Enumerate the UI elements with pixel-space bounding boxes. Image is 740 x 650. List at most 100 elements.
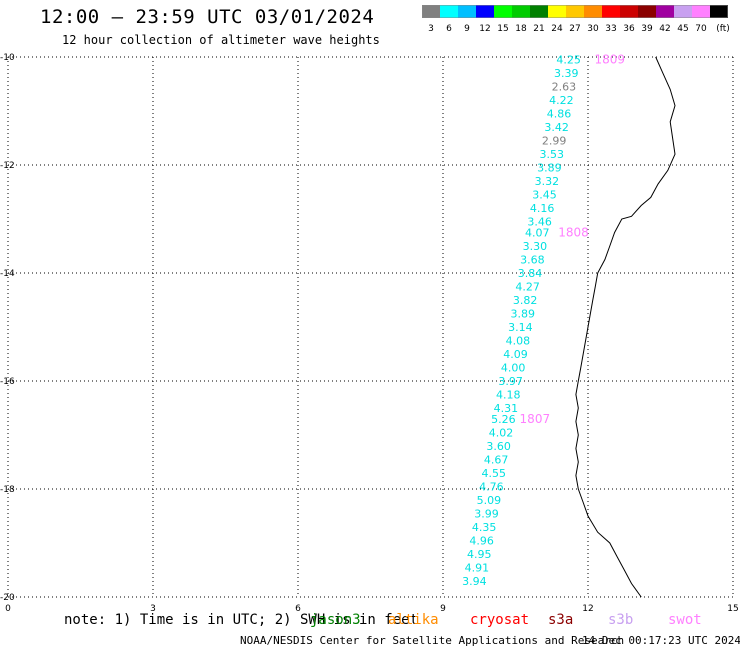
wave-height-label: 4.00 — [501, 362, 526, 375]
wave-height-label: 3.30 — [523, 240, 548, 253]
x-tick-label: 3 — [150, 604, 156, 614]
colorbar-swatch — [548, 5, 566, 18]
colorbar-frame — [422, 5, 728, 18]
colorbar-label: 30 — [587, 24, 599, 34]
wave-height-label: 3.89 — [537, 162, 562, 175]
wave-height-label: 3.60 — [486, 440, 511, 453]
wave-height-label: 3.82 — [513, 294, 538, 307]
wave-height-label: 2.99 — [542, 135, 567, 148]
wave-height-label: 4.08 — [506, 335, 531, 348]
wave-height-label: 4.27 — [515, 281, 540, 294]
colorbar-label: 9 — [464, 24, 470, 34]
satellite-s3b: s3b — [608, 612, 634, 628]
pass-time-label: 1808 — [558, 226, 589, 240]
colorbar-label: 36 — [623, 24, 635, 34]
x-tick-label: 12 — [582, 604, 593, 614]
colorbar-label: 24 — [551, 24, 563, 34]
wave-height-label: 4.07 — [525, 227, 550, 240]
wave-height-label: 3.84 — [518, 267, 543, 280]
footer-credit: NOAA/NESDIS Center for Satellite Applica… — [240, 634, 625, 647]
satellite-s3a: s3a — [548, 612, 574, 628]
colorbar-swatch — [512, 5, 530, 18]
colorbar-swatch — [692, 5, 710, 18]
wave-height-label: 3.99 — [474, 507, 499, 520]
colorbar-label: 42 — [659, 24, 670, 34]
wave-height-label: 5.09 — [477, 494, 502, 507]
units-note: note: 1) Time is in UTC; 2) SWH is in fe… — [64, 612, 419, 628]
y-tick-label: -20 — [0, 593, 15, 603]
colorbar-label: 27 — [569, 24, 580, 34]
coastline — [575, 56, 676, 598]
page-subtitle: 12 hour collection of altimeter wave hei… — [62, 33, 380, 47]
satellite-jason3: jason3 — [310, 612, 361, 628]
y-tick-label: -16 — [0, 377, 15, 387]
colorbar-label: 12 — [479, 24, 490, 34]
colorbar-swatch — [566, 5, 584, 18]
wave-height-label: 3.46 — [527, 216, 552, 229]
wave-height-label: 4.09 — [503, 348, 528, 361]
y-tick-label: -12 — [0, 161, 15, 171]
wave-height-label: 4.86 — [547, 108, 572, 121]
colorbar-swatch — [440, 5, 458, 18]
colorbar-label: (ft) — [716, 24, 730, 34]
wave-height-label: 4.16 — [530, 202, 555, 215]
wave-height-label: 3.94 — [462, 575, 487, 588]
wave-height-label: 3.53 — [540, 148, 565, 161]
y-tick-label: -10 — [0, 53, 15, 63]
wave-height-label: 4.02 — [489, 426, 514, 439]
colorbar-swatch — [530, 5, 548, 18]
satellite-cryosat: cryosat — [470, 612, 530, 628]
colorbar-swatch — [710, 5, 728, 18]
wave-height-label: 4.31 — [494, 402, 519, 415]
wave-height-label: 4.18 — [496, 389, 521, 402]
wave-height-label: 3.97 — [498, 375, 523, 388]
wave-height-label: 4.55 — [482, 467, 507, 480]
y-tick-label: -18 — [0, 485, 15, 495]
colorbar-swatch — [656, 5, 674, 18]
wave-height-label: 4.67 — [484, 453, 509, 466]
wave-height-label: 3.14 — [508, 321, 533, 334]
wave-height-label: 3.42 — [544, 121, 569, 134]
satellite-swot: swot — [668, 612, 702, 628]
colorbar-label: 3 — [428, 24, 434, 34]
satellite-altika: altika — [388, 612, 439, 628]
wave-height-label: 3.68 — [520, 254, 545, 267]
colorbar-label: 15 — [497, 24, 508, 34]
wave-height-label: 2.63 — [552, 81, 577, 94]
pass-time-label: 1807 — [520, 412, 551, 426]
color-legend: 3 6 9 12 15 18 21 24 27 30 33 36 39 42 45 70 (ft) — [422, 5, 730, 34]
wave-height-label: 3.32 — [535, 175, 560, 188]
x-tick-label: 6 — [295, 604, 301, 614]
page-title: 12:00 – 23:59 UTC 03/01/2024 — [40, 6, 375, 28]
y-tick-label: -14 — [0, 269, 15, 279]
colorbar-label: 45 — [677, 24, 688, 34]
wave-height-label: 4.76 — [479, 480, 504, 493]
footer-timestamp: 14 Dec 00:17:23 UTC 2024 — [582, 634, 740, 647]
colorbar-swatch — [638, 5, 656, 18]
colorbar-label: 33 — [605, 24, 616, 34]
colorbar-swatch — [458, 5, 476, 18]
colorbar-swatch — [602, 5, 620, 18]
x-tick-label: 15 — [727, 604, 738, 614]
wave-height-label: 5.26 — [491, 413, 516, 426]
colorbar-swatch — [476, 5, 494, 18]
x-tick-label: 0 — [5, 604, 11, 614]
pass-time-label: 1809 — [594, 53, 625, 67]
colorbar-swatch — [620, 5, 638, 18]
x-tick-label: 9 — [440, 604, 446, 614]
wave-height-label: 4.96 — [469, 534, 494, 547]
wave-height-label: 4.91 — [465, 561, 490, 574]
wave-height-label: 4.22 — [549, 94, 574, 107]
colorbar-swatch — [584, 5, 602, 18]
wave-height-label: 4.95 — [467, 548, 492, 561]
colorbar-label: 39 — [641, 24, 653, 34]
wave-height-label: 4.25 — [556, 54, 581, 67]
colorbar-label: 21 — [533, 24, 544, 34]
wave-height-label: 3.45 — [532, 189, 557, 202]
colorbar-label: 6 — [446, 24, 452, 34]
colorbar-swatch — [422, 5, 440, 18]
wave-height-label: 3.89 — [511, 308, 536, 321]
colorbar-label: 18 — [515, 24, 527, 34]
colorbar-swatch — [674, 5, 692, 18]
